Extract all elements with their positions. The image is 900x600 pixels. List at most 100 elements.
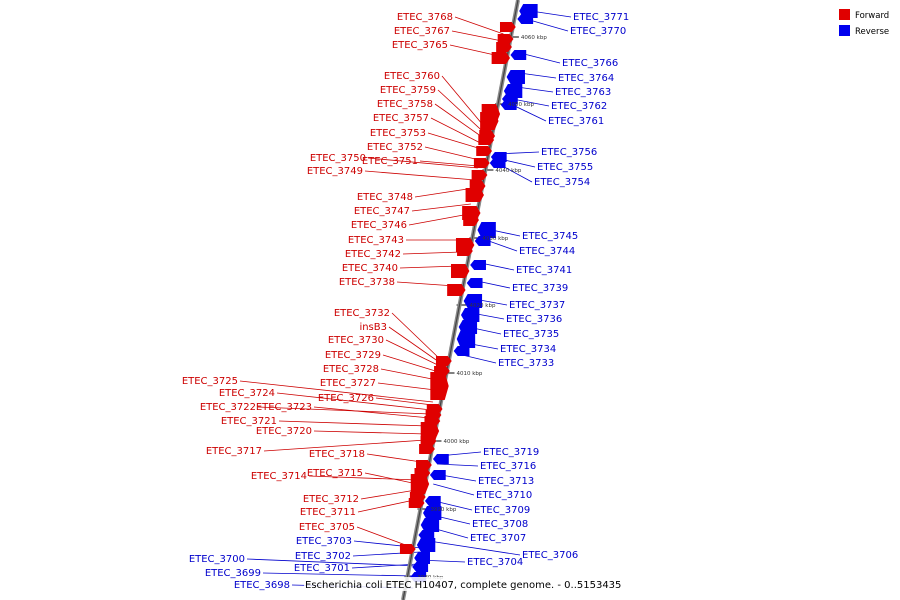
reverse-gene-label[interactable]: ETEC_3737 [509, 300, 565, 311]
reverse-gene-label[interactable]: ETEC_3763 [555, 87, 611, 98]
reverse-gene-arrow[interactable] [453, 346, 470, 356]
forward-gene-label[interactable]: ETEC_3767 [394, 26, 450, 37]
reverse-gene-arrow[interactable] [489, 158, 506, 168]
forward-gene-label[interactable]: ETEC_3768 [397, 12, 453, 23]
reverse-gene-arrow[interactable] [423, 506, 442, 520]
forward-gene-label[interactable]: ETEC_3753 [370, 128, 426, 139]
forward-gene-label[interactable]: ETEC_3712 [303, 494, 359, 505]
forward-gene-arrow[interactable] [491, 52, 511, 64]
forward-gene-label[interactable]: ETEC_3721 [221, 416, 277, 427]
reverse-gene-label[interactable]: ETEC_3701 [294, 563, 350, 574]
forward-gene-arrow[interactable] [420, 436, 437, 446]
reverse-gene-arrow[interactable] [418, 530, 435, 540]
reverse-gene-arrow[interactable] [506, 70, 525, 84]
forward-gene-arrow[interactable] [430, 372, 449, 400]
forward-gene-arrow[interactable] [408, 498, 425, 508]
forward-gene-arrow[interactable] [435, 356, 452, 366]
reverse-gene-label[interactable]: ETEC_3770 [570, 26, 626, 37]
forward-gene-label[interactable]: insB3 [359, 322, 387, 333]
reverse-gene-label[interactable]: ETEC_3704 [467, 557, 523, 568]
reverse-gene-arrow[interactable] [456, 330, 476, 348]
forward-gene-label[interactable]: ETEC_3705 [299, 522, 355, 533]
forward-gene-label[interactable]: ETEC_3723 [256, 402, 312, 413]
forward-gene-arrow[interactable] [463, 214, 479, 226]
reverse-gene-arrow[interactable] [517, 14, 534, 24]
reverse-gene-arrow[interactable] [414, 552, 430, 564]
forward-gene-arrow[interactable] [399, 544, 416, 554]
reverse-gene-label[interactable]: ETEC_3745 [522, 231, 578, 242]
reverse-gene-label[interactable]: ETEC_3764 [558, 73, 614, 84]
reverse-gene-arrow[interactable] [474, 236, 491, 246]
reverse-gene-label[interactable]: ETEC_3707 [470, 533, 526, 544]
reverse-gene-label[interactable]: ETEC_3736 [506, 314, 562, 325]
forward-gene-label[interactable]: ETEC_3742 [345, 249, 401, 260]
reverse-gene-label[interactable]: ETEC_3709 [474, 505, 530, 516]
legend-forward[interactable]: Forward [839, 9, 889, 21]
forward-gene-label[interactable]: ETEC_3730 [328, 335, 384, 346]
reverse-gene-label[interactable]: ETEC_3766 [562, 58, 618, 69]
forward-gene-label[interactable]: ETEC_3743 [348, 235, 404, 246]
reverse-gene-label[interactable]: ETEC_3719 [483, 447, 539, 458]
reverse-gene-arrow[interactable] [460, 308, 480, 322]
forward-gene-arrow[interactable] [420, 422, 440, 440]
forward-gene-label[interactable]: ETEC_3758 [377, 99, 433, 110]
reverse-gene-label[interactable]: ETEC_3700 [189, 554, 245, 565]
legend-reverse[interactable]: Reverse [839, 25, 889, 37]
reverse-gene-label[interactable]: ETEC_3734 [500, 344, 556, 355]
forward-gene-arrow[interactable] [419, 444, 435, 454]
forward-gene-label[interactable]: ETEC_3747 [354, 206, 410, 217]
reverse-gene-label[interactable]: ETEC_3716 [480, 461, 536, 472]
reverse-gene-label[interactable]: ETEC_3755 [537, 162, 593, 173]
forward-gene-arrow[interactable] [471, 170, 488, 180]
forward-gene-arrow[interactable] [499, 22, 516, 32]
forward-gene-label[interactable]: ETEC_3757 [373, 113, 429, 124]
reverse-gene-arrow[interactable] [416, 538, 436, 552]
forward-gene-label[interactable]: ETEC_3726 [318, 393, 374, 404]
forward-gene-label[interactable]: ETEC_3746 [351, 220, 407, 231]
forward-gene-label[interactable]: ETEC_3759 [380, 85, 436, 96]
reverse-gene-label[interactable]: ETEC_3698 [234, 580, 290, 591]
forward-gene-arrow[interactable] [476, 146, 493, 156]
forward-gene-label[interactable]: ETEC_3720 [256, 426, 312, 437]
reverse-gene-arrow[interactable] [466, 278, 483, 288]
reverse-gene-arrow[interactable] [424, 496, 441, 506]
forward-gene-arrow[interactable] [410, 474, 430, 494]
forward-gene-label[interactable]: ETEC_3728 [323, 364, 379, 375]
forward-gene-arrow[interactable] [465, 188, 484, 202]
forward-gene-label[interactable]: ETEC_3711 [300, 507, 356, 518]
reverse-gene-label[interactable]: ETEC_3706 [522, 550, 578, 561]
forward-gene-label[interactable]: ETEC_3765 [392, 40, 448, 51]
forward-gene-label[interactable]: ETEC_3725 [182, 376, 238, 387]
forward-gene-label[interactable]: ETEC_3729 [325, 350, 381, 361]
forward-gene-arrow[interactable] [416, 460, 432, 470]
reverse-gene-arrow[interactable] [470, 260, 486, 270]
forward-gene-arrow[interactable] [447, 284, 466, 296]
forward-gene-arrow[interactable] [497, 34, 514, 44]
forward-gene-label[interactable]: ETEC_3752 [367, 142, 423, 153]
forward-gene-label[interactable]: ETEC_3727 [320, 378, 376, 389]
forward-gene-arrow[interactable] [496, 42, 512, 52]
forward-gene-arrow[interactable] [451, 264, 470, 278]
reverse-gene-label[interactable]: ETEC_3713 [478, 476, 534, 487]
reverse-gene-label[interactable]: ETEC_3771 [573, 12, 629, 23]
reverse-gene-label[interactable]: ETEC_3754 [534, 177, 590, 188]
reverse-gene-arrow[interactable] [429, 470, 446, 480]
forward-gene-label[interactable]: ETEC_3738 [339, 277, 395, 288]
forward-gene-label[interactable]: ETEC_3714 [251, 471, 307, 482]
forward-gene-label[interactable]: ETEC_3760 [384, 71, 440, 82]
reverse-gene-arrow[interactable] [500, 100, 517, 110]
reverse-gene-label[interactable]: ETEC_3761 [548, 116, 604, 127]
reverse-gene-arrow[interactable] [432, 454, 449, 464]
reverse-gene-label[interactable]: ETEC_3733 [498, 358, 554, 369]
forward-gene-label[interactable]: ETEC_3749 [307, 166, 363, 177]
forward-gene-arrow[interactable] [473, 158, 490, 168]
forward-gene-label[interactable]: ETEC_3751 [362, 156, 418, 167]
reverse-gene-label[interactable]: ETEC_3702 [295, 551, 351, 562]
forward-gene-label[interactable]: ETEC_3732 [334, 308, 390, 319]
forward-gene-label[interactable]: ETEC_3717 [206, 446, 262, 457]
reverse-gene-label[interactable]: ETEC_3710 [476, 490, 532, 501]
forward-gene-label[interactable]: ETEC_3740 [342, 263, 398, 274]
forward-gene-label[interactable]: ETEC_3718 [309, 449, 365, 460]
reverse-gene-arrow[interactable] [420, 518, 440, 532]
reverse-gene-arrow[interactable] [477, 222, 496, 238]
